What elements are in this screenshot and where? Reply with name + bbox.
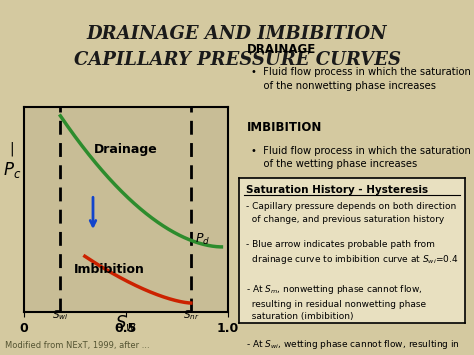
Text: $P_c$: $P_c$ — [3, 160, 21, 180]
Text: Drainage: Drainage — [94, 143, 157, 156]
Text: $S_w$: $S_w$ — [115, 313, 137, 333]
Text: |: | — [9, 142, 14, 156]
Text: DRAINAGE AND IMBIBITION: DRAINAGE AND IMBIBITION — [87, 25, 387, 43]
Text: $S_{nr}$: $S_{nr}$ — [182, 308, 199, 322]
Text: Saturation History - Hysteresis: Saturation History - Hysteresis — [246, 185, 428, 195]
Text: CAPILLARY PRESSURE CURVES: CAPILLARY PRESSURE CURVES — [73, 51, 401, 70]
Text: IMBIBITION: IMBIBITION — [246, 121, 322, 134]
Text: •  Fluid flow process in which the saturation
    of the nonwetting phase increa: • Fluid flow process in which the satura… — [251, 67, 471, 91]
Text: - Capillary pressure depends on both direction
  of change, and previous saturat: - Capillary pressure depends on both dir… — [246, 202, 467, 355]
Text: $S_{wi}$: $S_{wi}$ — [52, 308, 69, 322]
Text: $P_d$: $P_d$ — [195, 232, 210, 247]
Text: Modified from NExT, 1999, after ...: Modified from NExT, 1999, after ... — [5, 341, 149, 350]
Text: DRAINAGE: DRAINAGE — [246, 43, 316, 56]
Text: Imbibition: Imbibition — [74, 263, 145, 276]
Text: •  Fluid flow process in which the saturation
    of the wetting phase increases: • Fluid flow process in which the satura… — [251, 146, 471, 169]
